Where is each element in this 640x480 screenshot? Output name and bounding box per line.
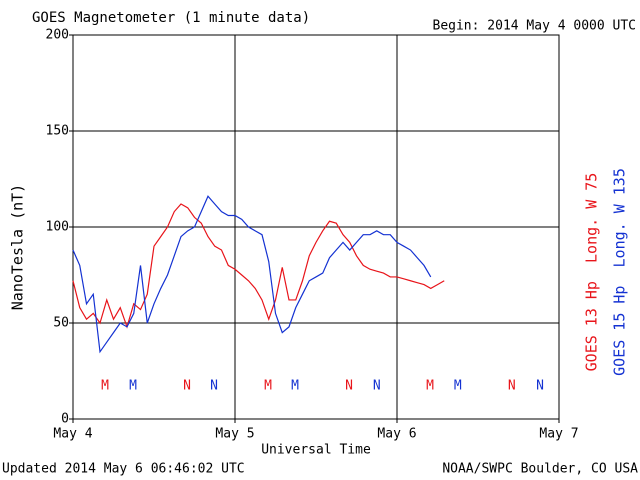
annotation: M [264, 379, 272, 394]
footer-left: Updated 2014 May 6 06:46:02 UTC [2, 462, 245, 477]
legend-entry: GOES 13 Hp Long. W 75 [583, 173, 601, 372]
annotation: M [426, 379, 434, 394]
annotation: N [210, 379, 218, 394]
y-axis-label: NanoTesla (nT) [9, 184, 27, 310]
x-tick-label: May 5 [215, 427, 254, 442]
annotation: M [454, 379, 462, 394]
legend-entry: GOES 15 Hp Long. W 135 [611, 168, 629, 376]
plot-frame [72, 34, 560, 420]
y-tick-label: 50 [53, 316, 69, 331]
annotation: N [183, 379, 191, 394]
series-line [72, 203, 445, 329]
chart-title: GOES Magnetometer (1 minute data) [32, 10, 310, 26]
y-tick-label: 0 [61, 412, 69, 427]
annotation: M [101, 379, 109, 394]
annotation: M [291, 379, 299, 394]
annotation: N [508, 379, 516, 394]
annotation: N [345, 379, 353, 394]
x-tick-label: May 7 [539, 427, 578, 442]
x-axis-label: Universal Time [261, 443, 371, 458]
annotation: N [536, 379, 544, 394]
footer-right: NOAA/SWPC Boulder, CO USA [442, 462, 638, 477]
chart-subtitle: Begin: 2014 May 4 0000 UTC [433, 19, 637, 34]
x-tick-label: May 4 [53, 427, 92, 442]
x-tick-label: May 6 [377, 427, 416, 442]
annotation: M [129, 379, 137, 394]
y-tick-label: 200 [46, 28, 69, 43]
series-line [72, 195, 432, 354]
y-tick-label: 100 [46, 220, 69, 235]
y-tick-label: 150 [46, 124, 69, 139]
annotation: N [373, 379, 381, 394]
